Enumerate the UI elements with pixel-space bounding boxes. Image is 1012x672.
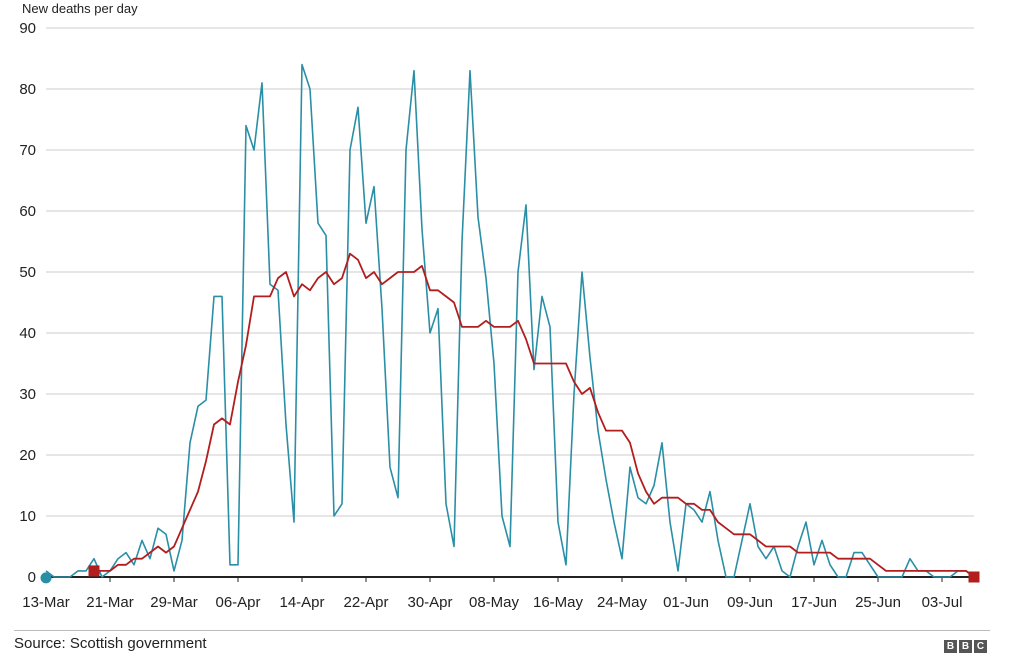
x-tick-label: 21-Mar xyxy=(86,594,134,611)
x-tick-label: 16-May xyxy=(533,594,584,611)
footer-divider xyxy=(14,630,990,631)
x-tick-label: 24-May xyxy=(597,594,648,611)
y-tick-label: 40 xyxy=(19,325,36,342)
x-tick-label: 25-Jun xyxy=(855,594,901,611)
x-tick-label: 08-May xyxy=(469,594,520,611)
x-tick-label: 29-Mar xyxy=(150,594,198,611)
x-tick-label: 01-Jun xyxy=(663,594,709,611)
y-tick-label: 60 xyxy=(19,203,36,220)
y-tick-label: 70 xyxy=(19,142,36,159)
series-start-marker xyxy=(88,565,100,577)
x-tick-label: 13-Mar xyxy=(22,594,70,611)
series-start-marker xyxy=(40,572,52,584)
x-tick-labels: 13-Mar 21-Mar 29-Mar 06-Apr 14-Apr 22-Apr 30-A… xyxy=(22,577,962,611)
x-tick-label: 09-Jun xyxy=(727,594,773,611)
x-tick-label: 03-Jul xyxy=(922,594,963,611)
y-axis-label: New deaths per day xyxy=(22,1,138,16)
series-line-daily xyxy=(45,63,975,578)
logo-letter: B xyxy=(959,640,972,653)
gridlines xyxy=(46,27,974,578)
y-tick-label: 0 xyxy=(28,569,36,586)
bbc-logo: B B C xyxy=(944,640,987,653)
y-tick-labels: 0 10 20 30 40 50 60 70 80 90 xyxy=(19,20,36,586)
x-tick-label: 22-Apr xyxy=(343,594,388,611)
x-tick-label: 06-Apr xyxy=(215,594,260,611)
x-tick-label: 30-Apr xyxy=(407,594,452,611)
x-tick-label: 17-Jun xyxy=(791,594,837,611)
y-tick-label: 80 xyxy=(19,81,36,98)
series-lines xyxy=(45,63,975,578)
x-tick-label: 14-Apr xyxy=(279,594,324,611)
y-tick-label: 30 xyxy=(19,386,36,403)
logo-letter: B xyxy=(944,640,957,653)
series-markers xyxy=(40,565,980,584)
source-note: Source: Scottish government xyxy=(14,635,207,652)
y-tick-label: 10 xyxy=(19,508,36,525)
y-tick-label: 90 xyxy=(19,20,36,37)
logo-letter: C xyxy=(974,640,987,653)
line-chart: New deaths per day 0 10 20 30 40 50 60 70 80 90 1… xyxy=(19,1,980,611)
series-line-average xyxy=(94,252,975,578)
series-end-marker xyxy=(968,571,980,583)
y-tick-label: 20 xyxy=(19,447,36,464)
y-tick-label: 50 xyxy=(19,264,36,281)
